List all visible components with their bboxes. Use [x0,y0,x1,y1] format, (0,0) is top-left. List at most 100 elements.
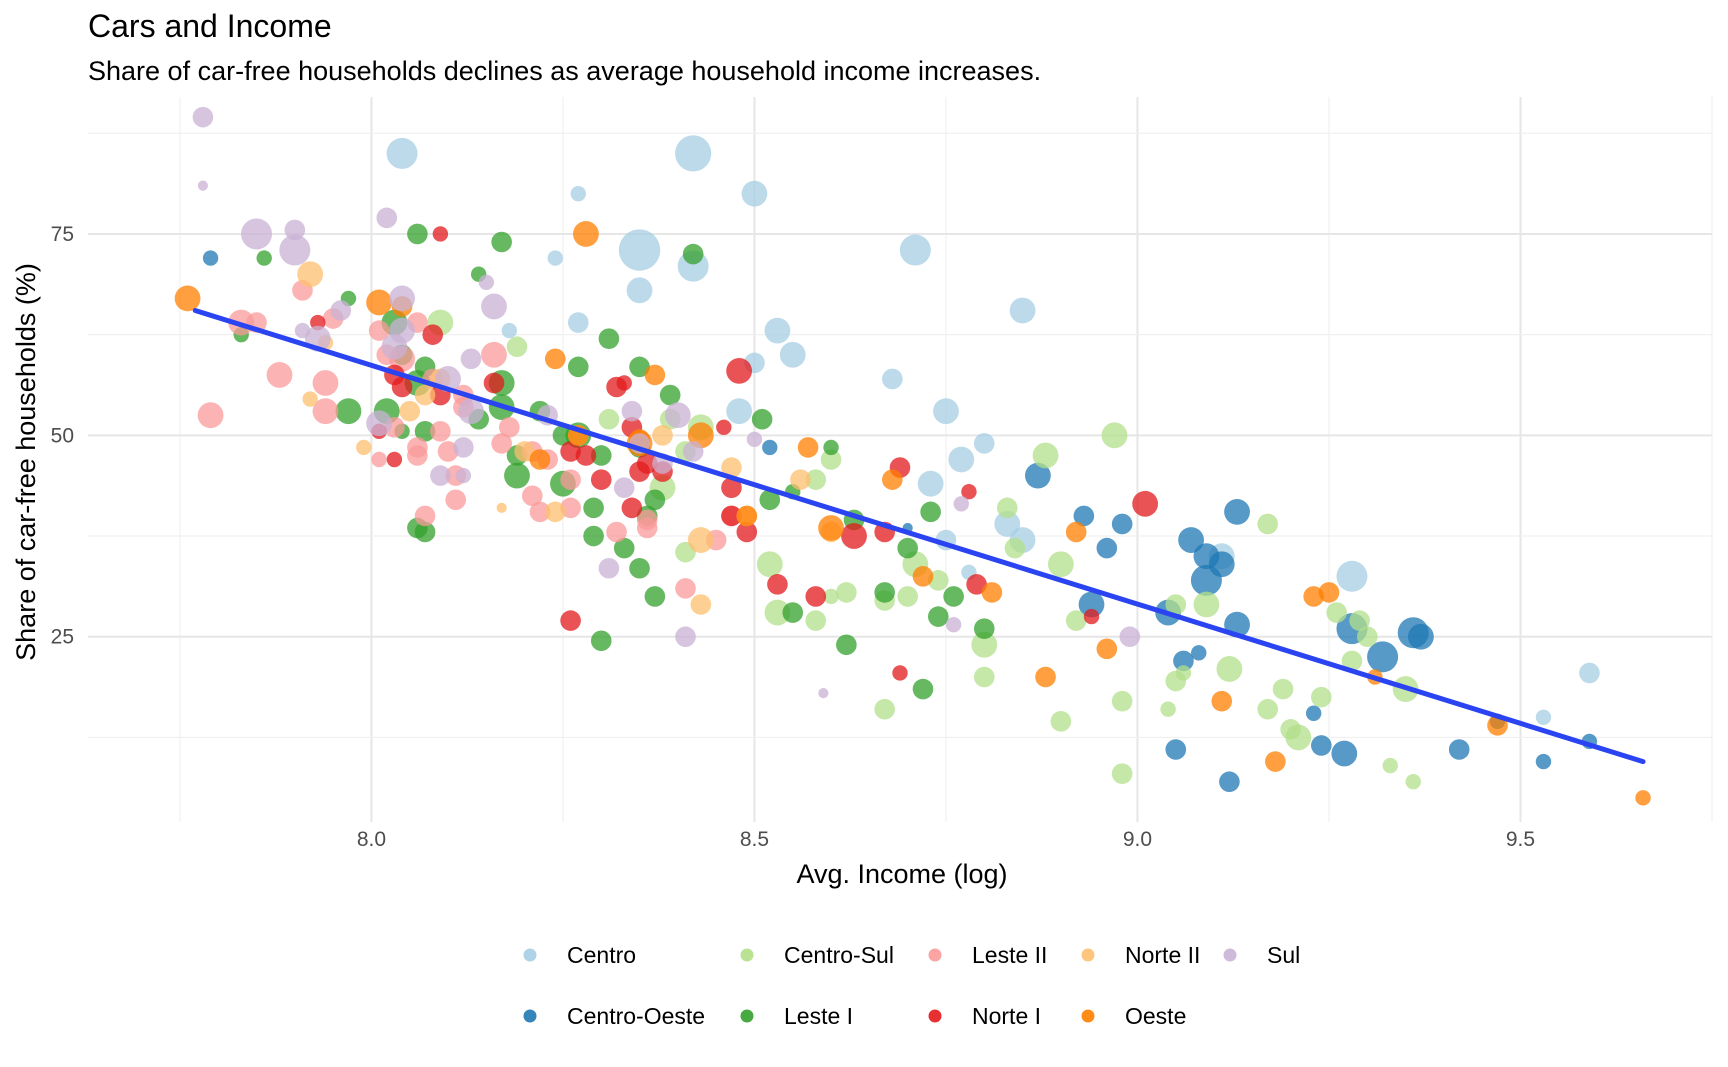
data-point [945,616,962,633]
data-point [366,289,392,316]
data-point [1009,297,1036,324]
legend-key [1223,948,1237,962]
x-axis-title: Avg. Income (log) [796,859,1007,889]
data-point [1311,735,1332,756]
data-point [356,439,372,456]
data-point [953,496,969,512]
data-point [726,398,753,425]
data-point [1024,462,1051,489]
data-point [432,226,449,242]
legend-item-oeste: Oeste [1081,1003,1186,1029]
data-point [399,400,421,422]
data-point [491,433,512,454]
data-point [389,317,415,344]
data-point [1336,560,1368,592]
data-point [805,469,827,490]
data-point [690,594,712,615]
data-point [445,489,466,511]
data-point [575,445,597,466]
data-point [422,324,444,345]
data-point [751,408,773,430]
data-point [483,372,505,394]
data-point [1448,739,1470,760]
data-point [920,501,941,523]
data-point [716,419,732,435]
data-point [547,250,563,266]
data-point [644,489,666,511]
data-point [1257,698,1278,720]
data-point [767,574,788,595]
data-point [805,610,827,631]
data-point [644,364,666,386]
data-point [192,106,214,128]
data-point [590,630,612,652]
data-point [496,502,507,513]
data-point [560,610,581,631]
data-point [1326,602,1347,623]
x-tick-label: 9.0 [1123,828,1152,851]
legend-label: Norte I [972,1003,1041,1029]
chart-subtitle: Share of car-free households declines as… [88,56,1041,86]
data-point [1341,650,1363,672]
legend-key [928,1009,942,1023]
data-point [797,437,819,458]
legend-item-sul: Sul [1223,942,1300,968]
data-point [297,261,324,288]
legend-item-centro: Centro [523,942,636,968]
data-point [616,375,632,391]
data-point [823,439,839,456]
data-point [1096,638,1118,660]
data-point [499,416,520,438]
data-point [1175,665,1192,681]
data-point [762,439,778,456]
data-point [1272,678,1294,700]
data-point [366,410,392,437]
data-point [407,445,428,466]
data-point [1305,705,1322,721]
data-point [836,582,857,603]
legend-label: Centro [567,942,636,968]
data-point [567,356,589,378]
data-point [790,469,811,490]
data-point [746,431,763,448]
data-point [386,137,418,169]
legend-item-norte-i: Norte I [928,1003,1041,1029]
y-tick-label: 25 [51,626,74,649]
data-point [659,384,681,406]
y-tick-label: 75 [51,223,74,246]
data-point [453,437,474,458]
legend-item-centro-sul: Centro-Sul [740,942,894,968]
data-point [820,449,842,470]
data-point [570,185,586,202]
legend-label: Centro-Sul [784,942,894,968]
data-point [1535,753,1552,770]
data-point [841,523,867,549]
data-point [1165,594,1187,615]
data-point [636,453,658,474]
data-point [687,527,714,553]
data-point [1032,442,1059,469]
legend-label: Norte II [1125,942,1200,968]
legend-key [523,948,537,962]
data-point [652,425,673,446]
series-norte-i [310,226,1159,681]
data-point [504,462,530,489]
data-point [514,441,535,462]
data-points [174,106,1651,806]
data-point [912,566,934,587]
data-point [573,221,599,247]
legend-label: Oeste [1125,1003,1186,1029]
data-point [414,421,436,442]
data-point [764,599,791,626]
data-point [613,477,635,498]
data-point [1356,626,1378,648]
data-point [1004,537,1026,559]
data-point [912,678,934,700]
data-point [961,484,977,500]
data-point [1216,656,1243,682]
x-axis-ticks: 8.0 8.5 9.0 9.5 [357,828,1535,851]
data-point [675,135,712,172]
data-point [430,465,451,486]
legend: Centro Centro-Oeste Centro-Sul Leste I Leste… [523,942,1300,1029]
data-point [682,441,704,462]
